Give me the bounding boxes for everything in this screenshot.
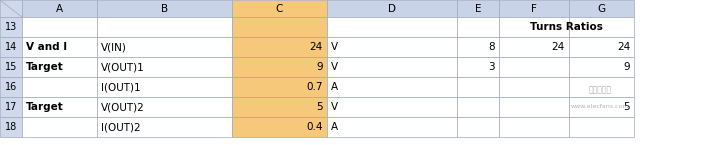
Text: E: E	[475, 3, 481, 13]
Bar	[22, 57, 97, 77]
Bar	[22, 0, 97, 17]
Bar	[97, 57, 232, 77]
Bar	[22, 17, 97, 37]
Text: 9: 9	[316, 62, 323, 72]
Bar	[327, 0, 457, 17]
Text: G: G	[597, 3, 605, 13]
Bar	[0, 117, 22, 137]
Bar	[457, 57, 499, 77]
Text: V(IN): V(IN)	[101, 42, 127, 52]
Bar	[232, 117, 327, 137]
Text: 15: 15	[5, 62, 17, 72]
Bar	[569, 57, 634, 77]
Text: 0.7: 0.7	[306, 82, 323, 92]
Text: 3: 3	[489, 62, 495, 72]
Bar	[22, 77, 97, 97]
Bar	[457, 97, 499, 117]
Bar	[457, 117, 499, 137]
Bar	[0, 17, 22, 37]
Bar	[569, 117, 634, 137]
Text: 5: 5	[623, 102, 630, 112]
Text: 18: 18	[5, 122, 17, 132]
Bar	[569, 97, 634, 117]
Text: I(OUT)2: I(OUT)2	[101, 122, 140, 132]
Text: 8: 8	[489, 42, 495, 52]
Bar	[499, 17, 569, 37]
Text: V: V	[331, 102, 338, 112]
Text: Target: Target	[26, 62, 64, 72]
Bar	[499, 57, 569, 77]
Bar	[22, 37, 97, 57]
Text: V and I: V and I	[26, 42, 67, 52]
Text: V(OUT)1: V(OUT)1	[101, 62, 145, 72]
Bar	[97, 37, 232, 57]
Text: 13: 13	[5, 22, 17, 32]
Text: I(OUT)1: I(OUT)1	[101, 82, 140, 92]
Bar	[0, 0, 22, 17]
Text: 电子发烧友: 电子发烧友	[589, 86, 612, 95]
Bar	[569, 17, 634, 37]
Bar	[0, 57, 22, 77]
Bar	[97, 0, 232, 17]
Bar	[499, 0, 569, 17]
Bar	[97, 117, 232, 137]
Text: 9: 9	[623, 62, 630, 72]
Text: V(OUT)2: V(OUT)2	[101, 102, 145, 112]
Bar	[569, 77, 634, 97]
Bar	[327, 17, 457, 37]
Text: C: C	[276, 3, 283, 13]
Bar	[457, 0, 499, 17]
Bar	[499, 77, 569, 97]
Text: 5: 5	[316, 102, 323, 112]
Bar	[457, 37, 499, 57]
Bar	[22, 97, 97, 117]
Text: 14: 14	[5, 42, 17, 52]
Text: A: A	[331, 122, 338, 132]
Bar	[457, 77, 499, 97]
Text: Target: Target	[26, 102, 64, 112]
Bar	[327, 37, 457, 57]
Text: A: A	[56, 3, 63, 13]
Text: A: A	[331, 82, 338, 92]
Bar	[232, 77, 327, 97]
Text: 0.4: 0.4	[306, 122, 323, 132]
Bar	[232, 17, 327, 37]
Text: V: V	[331, 62, 338, 72]
Text: V: V	[331, 42, 338, 52]
Bar	[97, 17, 232, 37]
Bar	[499, 97, 569, 117]
Text: www.elecfans.com: www.elecfans.com	[571, 105, 629, 109]
Text: F: F	[531, 3, 537, 13]
Bar	[327, 57, 457, 77]
Text: 24: 24	[552, 42, 565, 52]
Bar	[499, 37, 569, 57]
Text: 16: 16	[5, 82, 17, 92]
Text: B: B	[161, 3, 168, 13]
Bar	[232, 37, 327, 57]
Bar	[569, 37, 634, 57]
Text: 24: 24	[310, 42, 323, 52]
Bar	[327, 77, 457, 97]
Bar	[97, 77, 232, 97]
Bar	[327, 97, 457, 117]
Bar	[0, 77, 22, 97]
Bar	[0, 97, 22, 117]
Bar	[22, 117, 97, 137]
Text: D: D	[388, 3, 396, 13]
Bar	[569, 0, 634, 17]
Bar	[232, 97, 327, 117]
Text: 17: 17	[5, 102, 17, 112]
Text: Turns Ratios: Turns Ratios	[530, 22, 603, 32]
Bar	[457, 17, 499, 37]
Text: 24: 24	[617, 42, 630, 52]
Bar	[0, 37, 22, 57]
Bar	[232, 0, 327, 17]
Bar	[499, 117, 569, 137]
Bar	[327, 117, 457, 137]
Bar	[232, 57, 327, 77]
Bar	[97, 97, 232, 117]
